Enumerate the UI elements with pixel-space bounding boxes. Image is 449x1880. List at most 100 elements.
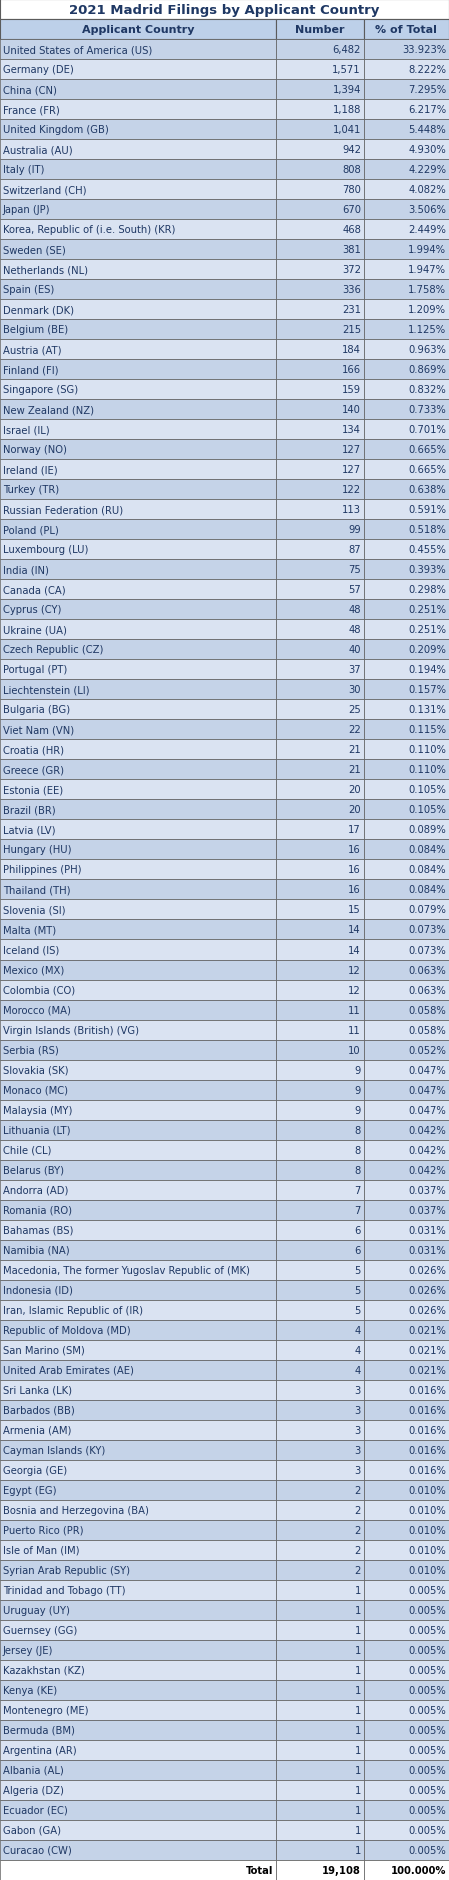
Text: 0.010%: 0.010% [409, 1525, 446, 1534]
Text: India (IN): India (IN) [3, 566, 48, 575]
Bar [276, 1600, 364, 1621]
Bar [0, 1241, 276, 1260]
Text: 0.157%: 0.157% [408, 684, 446, 696]
Text: 21: 21 [348, 765, 361, 775]
Text: 8: 8 [355, 1145, 361, 1154]
Bar [364, 1621, 449, 1639]
Text: 0.063%: 0.063% [409, 964, 446, 976]
Text: Denmark (DK): Denmark (DK) [3, 305, 74, 316]
Text: Netherlands (NL): Netherlands (NL) [3, 265, 88, 274]
Bar [276, 160, 364, 180]
Text: 0.591%: 0.591% [408, 506, 446, 515]
Text: Iran, Islamic Republic of (IR): Iran, Islamic Republic of (IR) [3, 1305, 143, 1314]
Text: Malta (MT): Malta (MT) [3, 925, 56, 934]
Bar [364, 639, 449, 660]
Text: 22: 22 [348, 726, 361, 735]
Bar [364, 1320, 449, 1340]
Bar [276, 840, 364, 859]
Text: 25: 25 [348, 705, 361, 714]
Bar [0, 280, 276, 301]
Text: 0.005%: 0.005% [409, 1825, 446, 1835]
Text: 0.026%: 0.026% [409, 1305, 446, 1314]
Bar [364, 1780, 449, 1799]
Bar [0, 820, 276, 840]
Text: 0.037%: 0.037% [409, 1184, 446, 1196]
Text: 0.084%: 0.084% [409, 865, 446, 874]
Text: 2: 2 [355, 1485, 361, 1495]
Bar [0, 0, 449, 21]
Bar [276, 1320, 364, 1340]
Bar [276, 1540, 364, 1560]
Bar [276, 21, 364, 39]
Bar [0, 720, 276, 741]
Text: 0.084%: 0.084% [409, 844, 446, 855]
Bar [364, 259, 449, 280]
Bar [0, 1340, 276, 1359]
Text: Japan (JP): Japan (JP) [3, 205, 50, 214]
Bar [364, 620, 449, 639]
Bar [0, 1021, 276, 1040]
Text: Bahamas (BS): Bahamas (BS) [3, 1226, 73, 1235]
Bar [276, 540, 364, 560]
Text: 1,394: 1,394 [333, 85, 361, 96]
Text: 0.073%: 0.073% [409, 946, 446, 955]
Text: 0.005%: 0.005% [409, 1666, 446, 1675]
Bar [276, 1440, 364, 1461]
Bar [364, 581, 449, 600]
Bar [276, 979, 364, 1000]
Text: 15: 15 [348, 904, 361, 916]
Bar [0, 1859, 276, 1880]
Text: 7.295%: 7.295% [408, 85, 446, 96]
Text: 2: 2 [355, 1564, 361, 1575]
Bar [276, 820, 364, 840]
Text: Romania (RO): Romania (RO) [3, 1205, 72, 1214]
Bar [364, 120, 449, 139]
Text: 0.005%: 0.005% [409, 1784, 446, 1795]
Bar [364, 760, 449, 780]
Bar [364, 241, 449, 259]
Text: 0.005%: 0.005% [409, 1745, 446, 1756]
Text: Ecuador (EC): Ecuador (EC) [3, 1805, 67, 1814]
Bar [276, 1280, 364, 1299]
Bar [276, 1760, 364, 1780]
Bar [0, 940, 276, 961]
Bar [364, 940, 449, 961]
Text: Uruguay (UY): Uruguay (UY) [3, 1606, 70, 1615]
Text: 48: 48 [348, 624, 361, 635]
Text: 0.110%: 0.110% [409, 744, 446, 756]
Bar [0, 1000, 276, 1021]
Text: 1.125%: 1.125% [408, 325, 446, 335]
Text: 0.869%: 0.869% [409, 365, 446, 374]
Text: Canada (CA): Canada (CA) [3, 585, 65, 594]
Text: 1: 1 [355, 1844, 361, 1856]
Text: Jersey (JE): Jersey (JE) [3, 1645, 53, 1654]
Text: Korea, Republic of (i.e. South) (KR): Korea, Republic of (i.e. South) (KR) [3, 226, 175, 235]
Text: 1,571: 1,571 [332, 66, 361, 75]
Text: 99: 99 [348, 525, 361, 536]
Text: 127: 127 [342, 446, 361, 455]
Bar [364, 1859, 449, 1880]
Bar [0, 1120, 276, 1139]
Bar [276, 801, 364, 820]
Bar [276, 461, 364, 479]
Text: Serbia (RS): Serbia (RS) [3, 1045, 58, 1055]
Bar [0, 500, 276, 521]
Bar [364, 139, 449, 160]
Bar [364, 60, 449, 81]
Text: Chile (CL): Chile (CL) [3, 1145, 51, 1154]
Text: 0.298%: 0.298% [409, 585, 446, 594]
Text: 1: 1 [355, 1825, 361, 1835]
Text: Algeria (DZ): Algeria (DZ) [3, 1784, 64, 1795]
Bar [364, 1160, 449, 1181]
Bar [364, 180, 449, 199]
Text: Belarus (BY): Belarus (BY) [3, 1166, 64, 1175]
Text: 48: 48 [348, 605, 361, 615]
Text: 166: 166 [342, 365, 361, 374]
Bar [276, 1241, 364, 1260]
Text: United Arab Emirates (AE): United Arab Emirates (AE) [3, 1365, 133, 1374]
Text: 8.222%: 8.222% [408, 66, 446, 75]
Bar [0, 1220, 276, 1241]
Bar [276, 60, 364, 81]
Bar [276, 1040, 364, 1060]
Text: 0.021%: 0.021% [409, 1325, 446, 1335]
